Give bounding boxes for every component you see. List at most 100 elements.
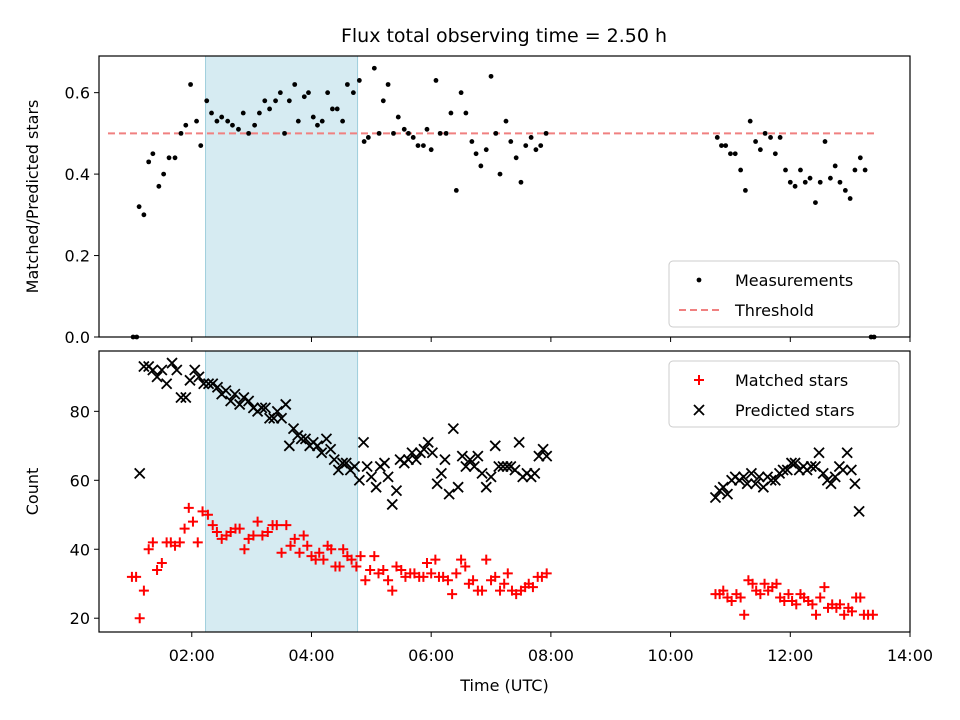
data-point (214, 118, 220, 124)
data-point (395, 114, 401, 120)
data-point (287, 422, 300, 435)
data-point (219, 114, 225, 120)
data-point (478, 163, 484, 169)
panel-ratio: 0.0 0.2 0.4 0.6 Matched/Predicted stars Measu… (23, 55, 911, 347)
data-point (316, 447, 328, 459)
data-point (340, 457, 352, 469)
data-point (134, 467, 146, 480)
data-point (328, 453, 340, 466)
data-point (499, 578, 510, 589)
data-point (807, 599, 818, 610)
data-point (225, 118, 231, 124)
data-point (813, 447, 825, 459)
data-point (447, 589, 458, 600)
data-point (378, 457, 391, 469)
legend-box (668, 260, 900, 328)
data-point (513, 155, 519, 161)
data-point (469, 139, 475, 144)
legend-marker-predicted (693, 404, 705, 416)
x-tick-label: 10:00 (648, 646, 694, 665)
data-point (252, 516, 263, 527)
data-point (252, 122, 258, 128)
data-point (131, 571, 142, 582)
data-point (151, 371, 163, 383)
data-point (351, 561, 362, 572)
data-point (136, 204, 142, 210)
data-point (743, 187, 748, 193)
data-point (361, 139, 367, 144)
data-point (315, 122, 320, 128)
series-measurements (130, 65, 877, 340)
data-point (819, 582, 830, 593)
data-point (813, 200, 818, 206)
data-point (741, 478, 753, 490)
data-point (357, 436, 370, 449)
data-point (334, 561, 345, 572)
data-point (443, 488, 455, 500)
data-point (365, 135, 371, 140)
data-point (460, 460, 472, 473)
data-point (156, 364, 168, 376)
data-point (386, 498, 398, 511)
data-point (452, 481, 464, 493)
data-point (745, 467, 758, 480)
data-point (443, 130, 449, 136)
data-point (262, 527, 273, 538)
data-point (348, 460, 361, 473)
x-tick-label: 08:00 (528, 646, 574, 665)
data-point (759, 578, 770, 589)
data-point (301, 94, 307, 100)
legend: Matched stars Predicted stars (668, 360, 900, 428)
data-point (324, 443, 337, 455)
data-point (747, 118, 753, 124)
data-point (248, 530, 259, 541)
data-point (827, 175, 833, 181)
legend-label: Threshold (734, 301, 814, 320)
data-point (501, 460, 513, 473)
data-point (138, 360, 150, 373)
data-point (192, 537, 203, 548)
data-point (211, 527, 222, 538)
data-point (365, 564, 376, 575)
data-point (849, 478, 861, 490)
data-point (271, 520, 282, 531)
data-point (376, 130, 382, 136)
data-point (527, 582, 538, 593)
data-point (757, 147, 763, 153)
data-point (325, 90, 331, 96)
data-point (406, 447, 418, 459)
data-point (410, 135, 416, 140)
legend-label: Matched stars (735, 371, 848, 390)
data-point (353, 474, 365, 486)
data-point (769, 474, 781, 486)
data-point (385, 82, 391, 87)
data-point (150, 151, 156, 157)
data-point (234, 523, 245, 534)
x-axis-label: Time (UTC) (459, 676, 548, 695)
data-point (837, 464, 849, 476)
data-point (822, 139, 828, 144)
data-point (792, 183, 798, 189)
data-point (179, 523, 190, 534)
data-point (791, 599, 802, 610)
data-point (238, 391, 250, 404)
data-point (365, 471, 377, 483)
data-point (464, 453, 476, 466)
data-point (538, 143, 544, 148)
data-point (275, 412, 288, 424)
data-point (777, 464, 789, 476)
data-point (276, 547, 287, 558)
y-tick-label: 80 (70, 402, 90, 421)
data-point (242, 395, 255, 407)
data-point (453, 187, 459, 193)
data-point (433, 78, 439, 83)
y-tick-label: 0.2 (65, 247, 90, 266)
panel-counts: 20 40 60 80 02:00 04:00 06:00 08:00 10:00 12:00 14… (23, 350, 933, 695)
data-point (166, 357, 178, 369)
data-point (378, 564, 389, 575)
data-point (753, 139, 758, 144)
data-point (502, 568, 513, 579)
data-point (747, 578, 758, 589)
data-point (346, 554, 357, 565)
